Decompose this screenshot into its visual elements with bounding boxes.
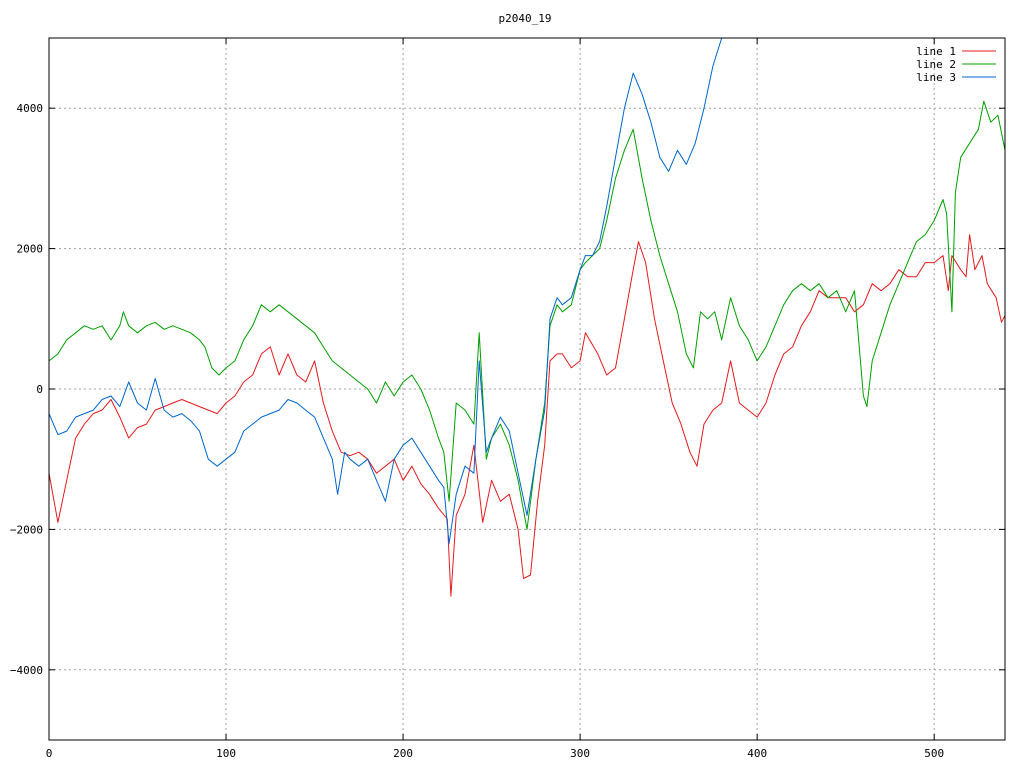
y-tick-label-2: 0 bbox=[36, 383, 43, 396]
series-layer bbox=[49, 38, 1005, 597]
legend-label-2: line 2 bbox=[916, 58, 956, 71]
legend-label-1: line 1 bbox=[916, 45, 956, 58]
y-tick-label-3: 2000 bbox=[17, 243, 44, 256]
legend-label-3: line 3 bbox=[916, 71, 956, 84]
x-tick-label-0: 0 bbox=[46, 747, 53, 760]
y-tick-label-1: −2000 bbox=[10, 523, 43, 536]
x-tick-label-2: 200 bbox=[393, 747, 413, 760]
series-line-3 bbox=[49, 38, 723, 544]
series-line-1 bbox=[49, 234, 1005, 597]
x-tick-label-4: 400 bbox=[747, 747, 767, 760]
x-tick-label-1: 100 bbox=[216, 747, 236, 760]
y-tick-label-0: −4000 bbox=[10, 664, 43, 677]
tick-layer: 0 100 200 300 400 500 −4000 −2000 0 2000 4000 bbox=[10, 38, 1005, 760]
grid-layer bbox=[49, 38, 1005, 740]
y-tick-label-4: 4000 bbox=[17, 102, 44, 115]
x-tick-label-5: 500 bbox=[924, 747, 944, 760]
frame-layer bbox=[48, 37, 1006, 741]
chart-title: p2040_19 bbox=[499, 12, 552, 25]
series-line-2 bbox=[49, 100, 1005, 530]
plot-frame bbox=[48, 37, 1006, 741]
x-tick-label-3: 300 bbox=[570, 747, 590, 760]
